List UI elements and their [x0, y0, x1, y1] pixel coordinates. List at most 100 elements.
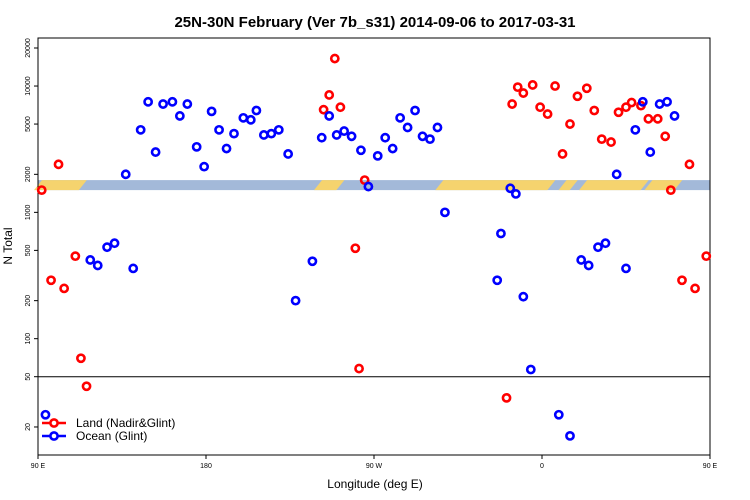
ocean-point — [372, 150, 383, 161]
series-ocean — [40, 96, 680, 441]
land-point — [535, 102, 546, 113]
ocean-point — [221, 143, 232, 154]
land-point — [589, 105, 600, 116]
band-land-segment — [435, 180, 556, 191]
ocean-point — [662, 96, 672, 107]
ocean-point — [510, 188, 521, 199]
ocean-point — [395, 112, 406, 123]
ocean-point — [199, 161, 210, 172]
ocean-point — [324, 111, 335, 121]
ocean-point — [167, 96, 178, 107]
ocean-point — [307, 256, 318, 267]
land-point — [626, 97, 637, 108]
land-point — [572, 91, 583, 102]
land-point — [665, 185, 676, 196]
ocean-point — [669, 111, 680, 121]
land-point — [507, 99, 518, 109]
y-tick-label: 20 — [25, 423, 32, 431]
ocean-point — [266, 128, 277, 139]
land-point — [652, 113, 663, 124]
x-tick-label: 90 W — [366, 463, 383, 470]
band-land-segment — [34, 180, 87, 191]
ocean-point — [174, 111, 185, 121]
land-point — [329, 53, 340, 64]
land-point — [324, 90, 335, 100]
land-point — [335, 102, 346, 113]
ocean-point — [206, 106, 217, 117]
ocean-point — [273, 124, 284, 135]
land-point — [621, 102, 631, 113]
ocean-point — [290, 295, 301, 306]
y-tick-label: 1000 — [25, 204, 32, 220]
ocean-point — [158, 99, 168, 109]
ocean-point — [251, 105, 262, 116]
ocean-point — [356, 145, 366, 156]
ocean-point — [238, 112, 249, 123]
legend-label: Land (Nadir&Glint) — [76, 416, 175, 430]
ocean-point — [518, 291, 529, 302]
land-point — [350, 243, 361, 254]
ocean-point — [346, 131, 357, 142]
land-point — [512, 82, 523, 93]
ocean-point — [229, 128, 239, 139]
ocean-point — [525, 364, 536, 375]
ocean-point — [583, 260, 594, 271]
ocean-point — [432, 122, 443, 133]
x-tick-label: 180 — [200, 463, 212, 470]
ocean-point — [565, 430, 575, 441]
ocean-point — [600, 238, 611, 249]
y-tick-label: 10000 — [25, 76, 32, 96]
ocean-point — [316, 132, 327, 143]
ocean-point — [380, 132, 391, 143]
ocean-point — [654, 99, 665, 109]
land-point — [557, 149, 568, 159]
ocean-point — [387, 143, 398, 154]
band-land-segment — [579, 180, 649, 191]
legend-marker — [49, 431, 59, 441]
ocean-point — [630, 124, 641, 135]
ocean-point — [425, 134, 435, 145]
ocean-point — [143, 96, 154, 107]
land-point — [565, 119, 575, 129]
land-point — [660, 131, 671, 142]
ocean-point — [593, 242, 603, 253]
land-point — [318, 104, 329, 115]
legend-marker — [49, 418, 59, 428]
land-point — [677, 275, 687, 286]
ocean-point — [496, 228, 506, 239]
land-point — [76, 353, 86, 364]
land-point — [501, 392, 512, 403]
legend-label: Ocean (Glint) — [76, 429, 147, 443]
ocean-point — [440, 207, 450, 218]
ocean-point — [109, 238, 120, 249]
land-point — [59, 283, 70, 294]
data-points — [36, 53, 712, 441]
land-point — [53, 159, 64, 170]
ocean-point — [245, 114, 256, 125]
land-point — [36, 185, 47, 196]
land-point — [527, 80, 538, 90]
ocean-point — [576, 255, 587, 265]
ocean-point — [150, 147, 161, 157]
ocean-point — [621, 263, 631, 274]
ocean-point — [410, 105, 420, 116]
y-tick-label: 100 — [25, 333, 32, 345]
x-axis-ticks: 90 E 180 90 W 0 90 E — [31, 455, 718, 470]
land-point — [46, 275, 56, 286]
ocean-point — [331, 130, 342, 140]
ocean-point — [40, 409, 51, 420]
x-tick-label: 90 E — [703, 463, 718, 470]
band-land-segment — [558, 180, 578, 191]
band-land-segment — [314, 180, 345, 191]
land-point — [596, 134, 607, 145]
y-tick-label: 50 — [25, 373, 32, 381]
ocean-point — [135, 124, 146, 135]
y-tick-label: 200 — [25, 295, 32, 307]
y-tick-label: 20000 — [25, 38, 32, 58]
ocean-point — [339, 126, 350, 136]
land-point — [70, 251, 81, 262]
y-tick-label: 2000 — [25, 166, 32, 182]
ocean-point — [214, 124, 224, 135]
ocean-point — [417, 131, 428, 142]
